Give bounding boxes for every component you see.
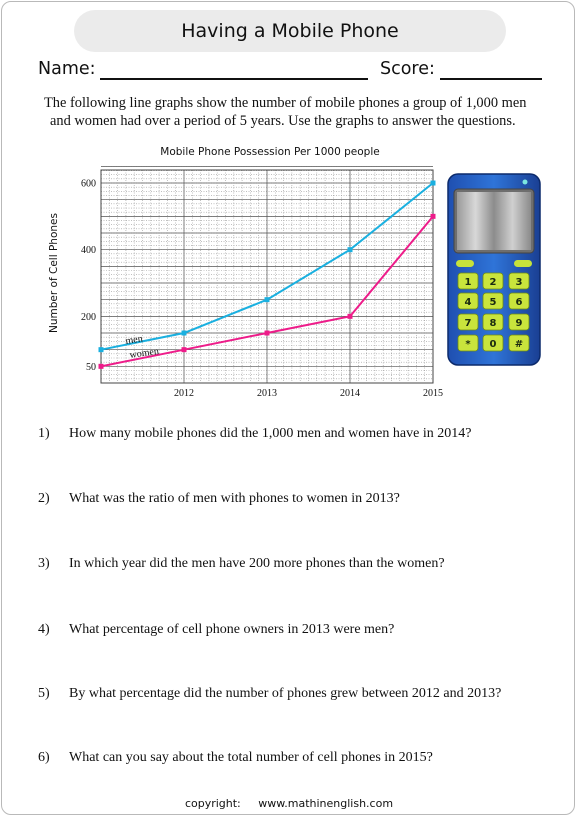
chart-title: Mobile Phone Possession Per 1000 people — [160, 146, 380, 158]
data-point-men — [181, 330, 187, 336]
data-point-women — [181, 347, 187, 353]
data-point-men — [430, 180, 436, 186]
question-number: 6) — [38, 750, 50, 765]
right-softkey-icon — [514, 260, 532, 267]
phone-key-label: 5 — [490, 297, 497, 308]
page-title: Having a Mobile Phone — [74, 10, 506, 52]
y-tick-label: 200 — [81, 312, 96, 323]
y-axis-label: Number of Cell Phones — [48, 213, 60, 333]
phone-key-label: 1 — [465, 277, 472, 288]
question-text: What can you say about the total number … — [69, 750, 433, 765]
intro-line-2: and women had over a period of 5 years. … — [50, 113, 516, 129]
x-tick-label: 2014 — [340, 388, 360, 399]
data-point-men — [347, 247, 353, 253]
question-text: What percentage of cell phone owners in … — [69, 622, 395, 637]
question-number: 3) — [38, 556, 50, 571]
phone-key-label: # — [515, 339, 523, 350]
data-point-women — [98, 363, 104, 369]
phone-key-icon — [457, 292, 479, 310]
phone-key-icon — [482, 292, 504, 310]
name-score-row: Name: Score: — [38, 59, 548, 85]
question-number: 5) — [38, 686, 50, 701]
mobile-phone-image: 1 2 3 4 5 6 7 8 9 * 0 # — [447, 173, 541, 366]
phone-key-icon — [508, 334, 530, 352]
score-label: Score: — [380, 59, 435, 79]
intro-text: The following line graphs show the numbe… — [44, 94, 554, 130]
question-text: By what percentage did the number of pho… — [69, 686, 502, 701]
phone-key-icon — [482, 334, 504, 352]
data-point-men — [264, 297, 270, 303]
x-tick-label: 2012 — [174, 388, 194, 399]
phone-key-label: 4 — [465, 297, 472, 308]
data-point-women — [264, 330, 270, 336]
question-text: What was the ratio of men with phones to… — [69, 491, 400, 506]
intro-line-1: The following line graphs show the numbe… — [44, 95, 527, 111]
question-text: In which year did the men have 200 more … — [69, 556, 445, 571]
series-label-women: women — [129, 346, 160, 361]
footer-copyright: copyright: — [184, 797, 241, 810]
name-label: Name: — [38, 59, 96, 79]
x-tick-label: 2015 — [423, 388, 443, 399]
question-number: 4) — [38, 622, 50, 637]
data-point-women — [347, 313, 353, 319]
phone-key-label: * — [465, 339, 471, 350]
data-point-men — [98, 347, 104, 353]
question-number: 2) — [38, 491, 50, 506]
phone-key-label: 9 — [516, 318, 523, 329]
phone-key-icon — [508, 313, 530, 331]
phone-key-label: 2 — [490, 277, 497, 288]
question-number: 1) — [38, 426, 50, 441]
footer-site: www.mathinenglish.com — [258, 797, 394, 810]
phone-key-icon — [482, 313, 504, 331]
phone-key-icon — [508, 272, 530, 290]
phone-key-icon — [508, 292, 530, 310]
phone-key-label: 7 — [465, 318, 472, 329]
name-blank-line[interactable] — [100, 78, 368, 80]
question-text: How many mobile phones did the 1,000 men… — [69, 426, 472, 441]
y-tick-label: 50 — [86, 362, 96, 373]
phone-key-label: 6 — [516, 297, 523, 308]
y-tick-label: 400 — [81, 245, 96, 256]
phone-key-label: 0 — [490, 339, 497, 350]
phone-key-icon — [482, 272, 504, 290]
phone-key-icon — [457, 313, 479, 331]
plot-frame — [100, 169, 434, 384]
phone-key-icon — [457, 334, 479, 352]
x-tick-label: 2013 — [257, 388, 277, 399]
footer: copyright: www.mathinenglish.com — [0, 797, 578, 810]
phone-key-label: 3 — [516, 277, 523, 288]
line-chart: 50 200 400 600 2012 2013 2014 2015 Number of Cel… — [48, 166, 443, 399]
series-label-men: men — [125, 333, 144, 347]
data-point-women — [430, 213, 436, 219]
phone-key-label: 8 — [490, 318, 497, 329]
phone-key-icon — [457, 272, 479, 290]
left-softkey-icon — [456, 260, 474, 267]
score-blank-line[interactable] — [440, 78, 542, 80]
y-tick-label: 600 — [81, 179, 96, 190]
